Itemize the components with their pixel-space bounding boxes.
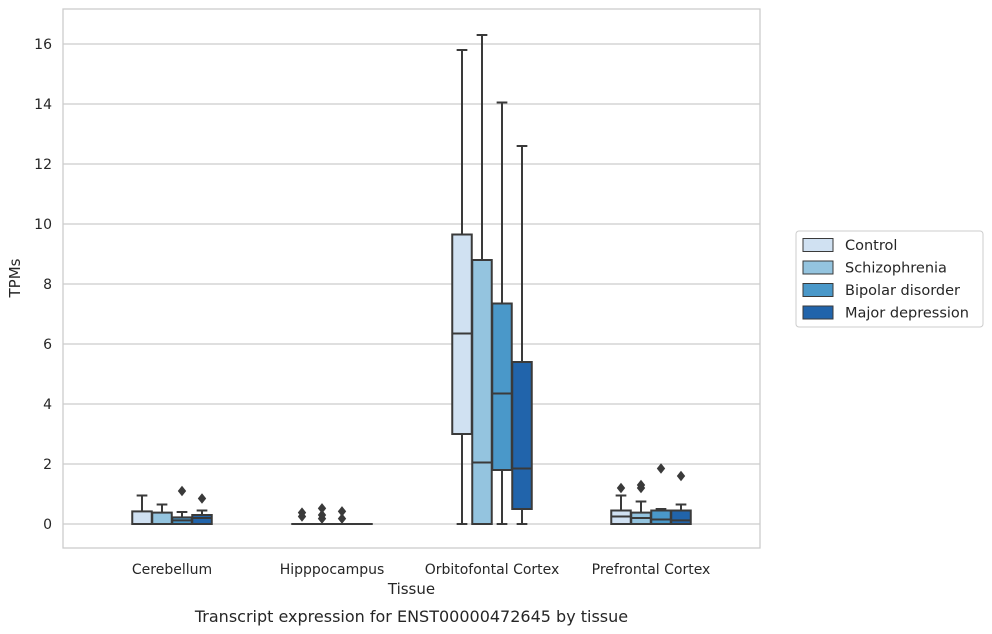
y-tick-label: 2 xyxy=(43,457,52,473)
box-major-depression-cerebellum xyxy=(191,493,213,525)
outlier-point xyxy=(337,506,347,517)
legend-label: Major depression xyxy=(845,306,969,322)
outlier-point xyxy=(317,503,327,514)
chart-caption: Transcript expression for ENST0000047264… xyxy=(194,607,628,626)
box-major-depression-prefrontal-cortex xyxy=(670,470,692,525)
legend-label: Schizophrenia xyxy=(845,261,947,277)
y-tick-label: 4 xyxy=(43,397,52,413)
y-tick-labels: 0 2 4 6 8 10 12 14 16 xyxy=(34,37,52,533)
box-body xyxy=(511,361,533,510)
box-bipolar-disorder-hipppocampus xyxy=(331,506,353,526)
outlier-point xyxy=(616,482,626,494)
outlier-point xyxy=(197,493,207,504)
box-body xyxy=(191,514,213,525)
legend-items: Control Schizophrenia Bipolar disorder Majo… xyxy=(802,238,969,322)
y-tick-label: 6 xyxy=(43,337,52,353)
box-body xyxy=(670,509,692,525)
y-tick-label: 10 xyxy=(34,217,52,233)
x-tick-label: Prefrontal Cortex xyxy=(592,562,711,578)
box-schizophrenia-prefrontal-cortex xyxy=(630,479,652,525)
box-control-prefrontal-cortex xyxy=(610,482,632,525)
legend-label: Bipolar disorder xyxy=(845,283,960,299)
y-tick-label: 8 xyxy=(43,277,52,293)
box-schizophrenia-hipppocampus xyxy=(311,503,333,526)
legend-swatch xyxy=(802,305,834,320)
box-control-hipppocampus xyxy=(291,507,313,526)
outlier-point xyxy=(177,485,187,497)
box-body xyxy=(650,509,672,525)
legend-frame xyxy=(795,230,984,328)
x-axis-label: Tissue xyxy=(387,580,435,598)
box-major-depression-orbitofontal-cortex xyxy=(511,145,533,525)
outlier-point xyxy=(297,507,307,518)
plot-frame xyxy=(62,8,761,549)
box-bipolar-disorder-cerebellum xyxy=(171,485,193,526)
outlier-point xyxy=(337,513,347,524)
box-bipolar-disorder-orbitofontal-cortex xyxy=(491,101,513,525)
legend-swatch xyxy=(802,283,834,297)
legend-swatch xyxy=(802,238,834,252)
x-tick-label: Orbitofontal Cortex xyxy=(425,562,560,578)
box-body xyxy=(131,510,153,525)
y-tick-label: 12 xyxy=(34,157,52,173)
outlier-point xyxy=(656,463,666,474)
box-schizophrenia-orbitofontal-cortex xyxy=(471,34,493,525)
outlier-point xyxy=(636,479,646,491)
y-tick-label: 14 xyxy=(34,97,52,113)
grid-lines xyxy=(63,43,760,525)
y-tick-label: 0 xyxy=(43,517,52,533)
x-tick-label: Cerebellum xyxy=(132,562,212,578)
y-tick-label: 16 xyxy=(34,37,52,53)
box-schizophrenia-cerebellum xyxy=(151,503,173,525)
outlier-point xyxy=(317,509,327,521)
outlier-point xyxy=(676,470,686,482)
box-layer xyxy=(131,34,692,526)
box-body xyxy=(491,302,513,471)
legend-label: Control xyxy=(845,238,897,254)
box-control-cerebellum xyxy=(131,494,153,525)
box-control-orbitofontal-cortex xyxy=(451,49,473,525)
legend-swatch xyxy=(802,260,834,275)
legend: Control Schizophrenia Bipolar disorder Majo… xyxy=(795,230,984,328)
x-tick-labels: Cerebellum Hipppocampus Orbitofontal Corte… xyxy=(132,562,710,578)
box-bipolar-disorder-prefrontal-cortex xyxy=(650,463,672,525)
x-tick-label: Hipppocampus xyxy=(280,562,385,578)
y-axis-label: TPMs xyxy=(6,258,24,298)
box-body xyxy=(471,259,493,525)
box-body xyxy=(151,511,173,525)
